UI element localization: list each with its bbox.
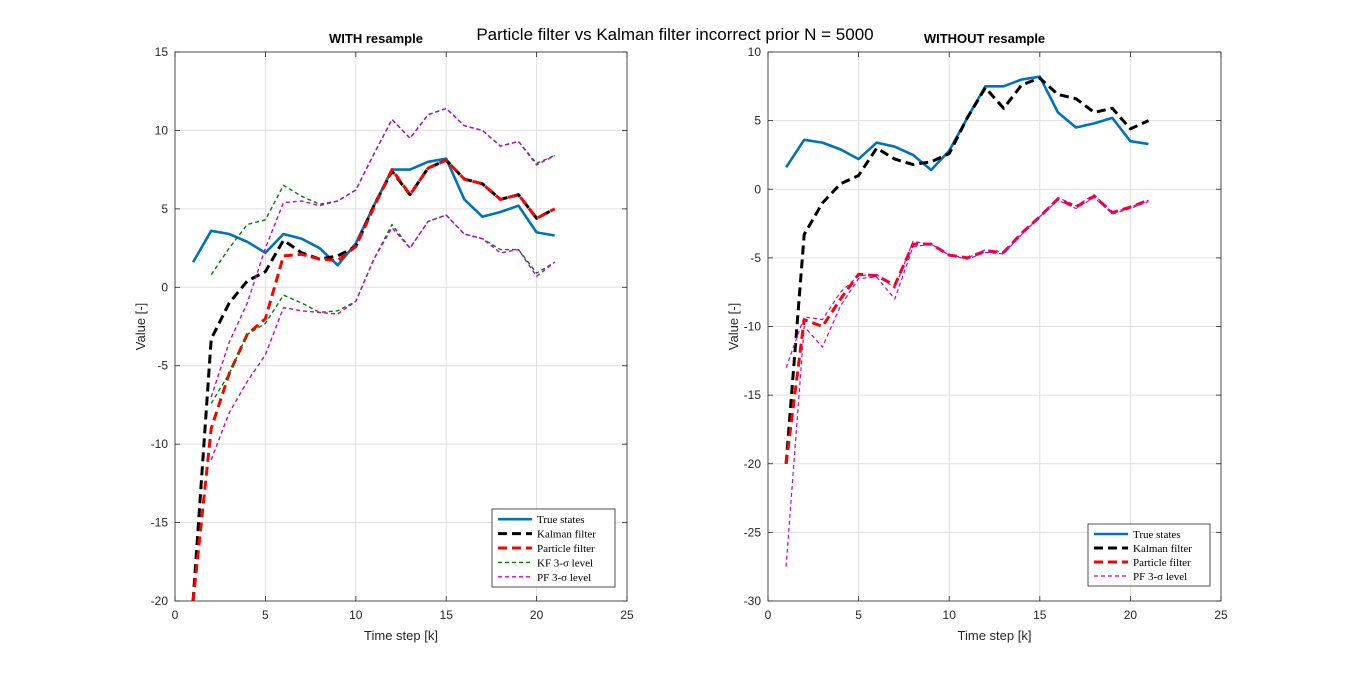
series-line-bound-4 <box>785 196 1149 567</box>
x-tick-label: 0 <box>172 608 179 622</box>
y-tick-label: 5 <box>754 114 761 128</box>
legend-entry: Kalman filter <box>1133 543 1192 555</box>
x-tick-label: 20 <box>1124 608 1138 622</box>
y-tick-label: -15 <box>151 516 169 530</box>
series-line-kalman-filter <box>784 76 1150 464</box>
series-line-pf-3-level <box>785 194 1149 368</box>
y-tick-label: 0 <box>754 182 761 196</box>
x-tick-label: 25 <box>1214 608 1228 622</box>
x-tick-label: 15 <box>440 608 454 622</box>
y-tick-label: -20 <box>151 594 169 608</box>
legend-entry: PF 3-σ level <box>537 572 591 584</box>
y-tick-label: 10 <box>155 123 169 137</box>
y-tick-label: 10 <box>748 45 762 59</box>
legend-entry: PF 3-σ level <box>1133 571 1187 583</box>
legend-entry: KF 3-σ level <box>537 557 593 569</box>
legend-entry: True states <box>537 514 585 526</box>
series-line-kalman-filter <box>191 158 556 601</box>
y-tick-label: -20 <box>744 457 762 471</box>
y-tick-label: 0 <box>161 280 168 294</box>
legend: True states Kalman filter Particle filter K… <box>491 508 616 588</box>
legend-entry: Particle filter <box>537 543 595 555</box>
legend-entry: Particle filter <box>1133 557 1191 569</box>
series-line-particle-filter <box>191 158 556 601</box>
series-line-particle-filter <box>784 194 1150 464</box>
series-line-bound-4 <box>210 214 556 404</box>
x-axis-label: Time step [k] <box>958 628 1032 643</box>
y-tick-label: 5 <box>161 202 168 216</box>
y-tick-label: -25 <box>744 525 762 539</box>
x-tick-label: 5 <box>855 608 862 622</box>
x-tick-label: 25 <box>620 608 634 622</box>
x-tick-label: 20 <box>530 608 544 622</box>
series-line-pf-3-level <box>210 107 556 398</box>
x-tick-label: 10 <box>349 608 363 622</box>
x-tick-label: 5 <box>262 608 269 622</box>
y-axis-label: Value [-] <box>133 303 148 350</box>
figure-title: Particle filter vs Kalman filter incorre… <box>476 25 873 44</box>
x-tick-label: 0 <box>765 608 772 622</box>
series-line-bound-6 <box>210 214 556 461</box>
y-tick-label: -15 <box>744 388 762 402</box>
legend-entry: Kalman filter <box>537 529 596 541</box>
panel-title: WITH resample <box>329 31 423 46</box>
legend: True states Kalman filter Particle filter P… <box>1087 523 1211 587</box>
y-tick-label: -30 <box>744 594 762 608</box>
x-axis-label: Time step [k] <box>364 628 438 643</box>
y-tick-label: -10 <box>151 437 169 451</box>
y-tick-label: 15 <box>155 45 169 59</box>
y-tick-label: -10 <box>744 320 762 334</box>
legend-entry: True states <box>1133 529 1181 541</box>
x-tick-label: 10 <box>943 608 957 622</box>
x-tick-label: 15 <box>1033 608 1047 622</box>
axes-box <box>174 51 628 602</box>
y-tick-label: -5 <box>157 359 168 373</box>
y-axis-label: Value [-] <box>726 303 741 350</box>
panel-title: WITHOUT resample <box>924 31 1045 46</box>
y-tick-label: -5 <box>750 251 761 265</box>
